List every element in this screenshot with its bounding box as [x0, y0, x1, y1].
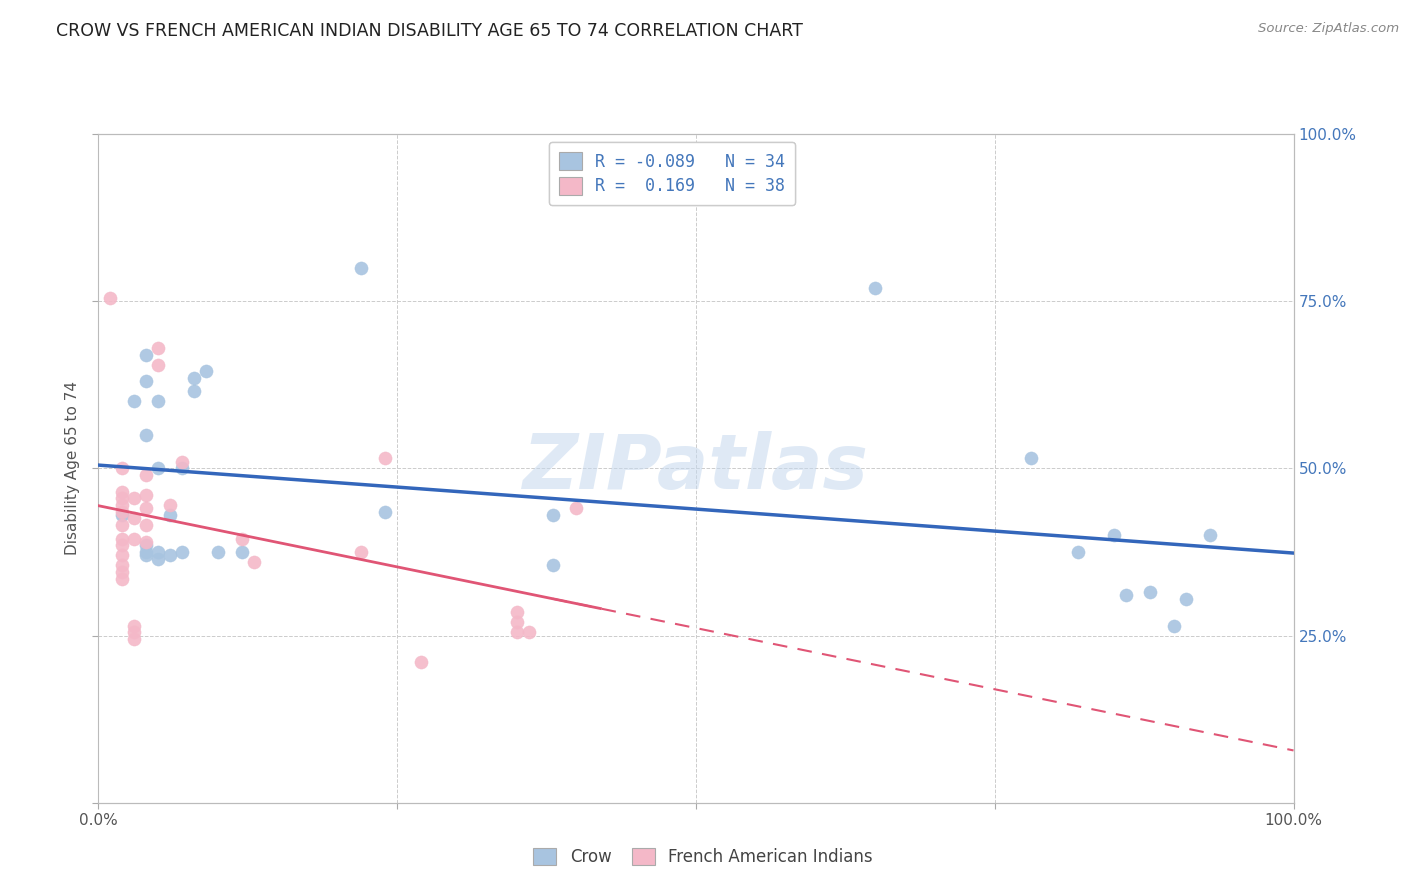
Point — [517, 625, 540, 640]
Text: ZIPatlas: ZIPatlas — [523, 432, 869, 505]
Point — [124, 532, 146, 546]
Point — [111, 508, 134, 523]
Point — [565, 501, 588, 516]
Point — [207, 545, 229, 559]
Point — [1115, 589, 1137, 603]
Point — [135, 468, 157, 483]
Point — [231, 532, 253, 546]
Point — [111, 498, 134, 512]
Point — [124, 625, 146, 640]
Point — [541, 508, 564, 523]
Point — [111, 558, 134, 573]
Point — [374, 451, 396, 466]
Point — [411, 655, 433, 669]
Point — [124, 511, 146, 525]
Point — [111, 532, 134, 546]
Point — [135, 535, 157, 549]
Point — [1139, 585, 1161, 599]
Point — [506, 605, 529, 619]
Legend: R = -0.089   N = 34, R =  0.169   N = 38: R = -0.089 N = 34, R = 0.169 N = 38 — [548, 142, 796, 205]
Point — [506, 625, 529, 640]
Point — [111, 518, 134, 533]
Point — [111, 505, 134, 519]
Y-axis label: Disability Age 65 to 74: Disability Age 65 to 74 — [65, 381, 80, 556]
Point — [135, 501, 157, 516]
Point — [135, 488, 157, 502]
Point — [135, 348, 157, 362]
Point — [1163, 618, 1185, 632]
Point — [183, 371, 205, 385]
Point — [135, 428, 157, 442]
Point — [1019, 451, 1042, 466]
Point — [506, 615, 529, 630]
Point — [135, 548, 157, 563]
Point — [172, 461, 194, 475]
Point — [183, 384, 205, 399]
Point — [111, 461, 134, 475]
Point — [374, 505, 396, 519]
Point — [243, 555, 266, 569]
Point — [111, 538, 134, 552]
Point — [135, 545, 157, 559]
Point — [159, 508, 181, 523]
Point — [148, 358, 170, 372]
Point — [159, 498, 181, 512]
Point — [350, 260, 373, 275]
Point — [863, 281, 887, 295]
Point — [350, 545, 373, 559]
Point — [148, 341, 170, 355]
Point — [111, 565, 134, 579]
Point — [124, 618, 146, 632]
Point — [111, 572, 134, 586]
Point — [111, 548, 134, 563]
Point — [172, 455, 194, 469]
Point — [124, 632, 146, 646]
Legend: Crow, French American Indians: Crow, French American Indians — [524, 840, 882, 875]
Text: CROW VS FRENCH AMERICAN INDIAN DISABILITY AGE 65 TO 74 CORRELATION CHART: CROW VS FRENCH AMERICAN INDIAN DISABILIT… — [56, 22, 803, 40]
Point — [148, 551, 170, 566]
Point — [541, 558, 564, 573]
Point — [148, 394, 170, 409]
Point — [159, 548, 181, 563]
Point — [135, 518, 157, 533]
Point — [172, 545, 194, 559]
Point — [1102, 528, 1125, 542]
Point — [111, 491, 134, 506]
Point — [135, 538, 157, 552]
Point — [231, 545, 253, 559]
Point — [1067, 545, 1090, 559]
Point — [111, 484, 134, 499]
Point — [124, 491, 146, 506]
Point — [1198, 528, 1220, 542]
Text: Source: ZipAtlas.com: Source: ZipAtlas.com — [1258, 22, 1399, 36]
Point — [148, 461, 170, 475]
Point — [148, 545, 170, 559]
Point — [124, 394, 146, 409]
Point — [98, 291, 122, 305]
Point — [135, 375, 157, 389]
Point — [194, 364, 218, 378]
Point — [1175, 591, 1198, 606]
